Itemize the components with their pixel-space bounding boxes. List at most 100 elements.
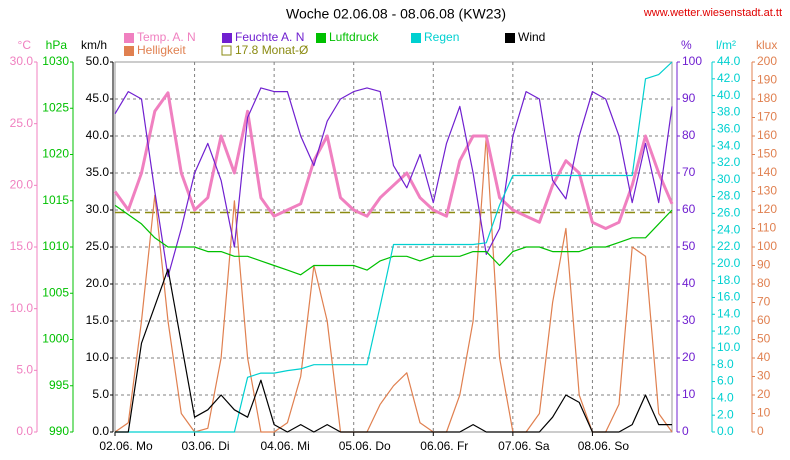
x-tick-label: 08.06. So (578, 439, 630, 453)
y-tick-label: 40.0 (717, 88, 741, 102)
axis-unit: l/m² (716, 38, 736, 52)
y-tick-label: 40 (682, 276, 696, 290)
y-tick-label: 140 (757, 165, 777, 179)
y-tick-label: 120 (757, 202, 777, 216)
legend-label: 17.8 Monat-Ø (235, 43, 308, 57)
y-tick-label: 16.0 (717, 290, 741, 304)
axis-unit: km/h (81, 38, 107, 52)
x-tick-label: 02.06. Mo (99, 439, 153, 453)
x-tick-label: 05.06. Do (339, 439, 391, 453)
y-tick-label: 1025 (42, 100, 69, 114)
y-tick-label: 45.0 (86, 91, 110, 105)
y-tick-label: 1005 (42, 285, 69, 299)
y-tick-label: 0.0 (16, 424, 33, 438)
y-tick-label: 28.0 (717, 189, 741, 203)
y-tick-label: 995 (49, 378, 69, 392)
y-tick-label: 5.0 (92, 387, 109, 401)
y-tick-label: 32.0 (717, 155, 741, 169)
y-tick-label: 14.0 (717, 306, 741, 320)
y-tick-label: 1010 (42, 239, 69, 253)
y-tick-label: 10 (757, 406, 771, 420)
legend-label: Helligkeit (137, 43, 186, 57)
y-tick-label: 30.0 (86, 202, 110, 216)
series-line (114, 87, 673, 278)
y-tick-label: 40.0 (86, 128, 110, 142)
y-tick-label: 5.0 (16, 363, 33, 377)
y-tick-label: 10.0 (86, 350, 110, 364)
y-tick-label: 90 (757, 258, 771, 272)
legend-swatch (411, 33, 421, 43)
y-tick-label: 200 (757, 54, 777, 68)
y-tick-label: 100 (757, 239, 777, 253)
chart-title: Woche 02.06.08 - 08.06.08 (KW23) (286, 6, 506, 22)
y-tick-label: 100 (682, 54, 702, 68)
y-tick-label: 60 (682, 202, 696, 216)
y-tick-label: 90 (682, 91, 696, 105)
y-tick-label: 0 (682, 424, 689, 438)
y-tick-label: 1020 (42, 147, 69, 161)
y-tick-label: 18.0 (717, 273, 741, 287)
series-line (113, 91, 674, 230)
axis-unit: hPa (46, 38, 68, 52)
y-tick-label: 25.0 (86, 239, 110, 253)
y-tick-label: 70 (682, 165, 696, 179)
y-tick-label: 990 (49, 424, 69, 438)
y-tick-label: 0.0 (92, 424, 109, 438)
y-tick-label: 50 (757, 332, 771, 346)
y-tick-label: 20.0 (717, 256, 741, 270)
y-tick-label: 8.0 (717, 357, 734, 371)
y-tick-label: 180 (757, 91, 777, 105)
series-line (114, 135, 673, 433)
y-tick-label: 30.0 (10, 54, 34, 68)
y-tick-label: 20 (682, 350, 696, 364)
y-tick-label: 34.0 (717, 138, 741, 152)
x-tick-label: 06.06. Fr (420, 439, 468, 453)
axis-unit: klux (756, 38, 777, 52)
y-tick-label: 35.0 (86, 165, 110, 179)
y-tick-label: 44.0 (717, 54, 741, 68)
axis-unit: °C (18, 38, 32, 52)
y-tick-label: 110 (757, 221, 776, 235)
y-tick-label: 150 (757, 147, 777, 161)
y-tick-label: 20 (757, 387, 771, 401)
y-tick-label: 10 (682, 387, 696, 401)
y-tick-label: 10.0 (717, 340, 741, 354)
y-tick-label: 25.0 (10, 116, 34, 130)
y-tick-label: 50 (682, 239, 696, 253)
y-tick-label: 70 (757, 295, 771, 309)
y-tick-label: 160 (757, 128, 777, 142)
y-tick-label: 38.0 (717, 105, 741, 119)
legend-label: Feuchte A. N (235, 30, 304, 44)
y-tick-label: 30 (757, 369, 771, 383)
y-tick-label: 170 (757, 110, 777, 124)
x-tick-label: 03.06. Di (182, 439, 230, 453)
legend-swatch (124, 46, 134, 56)
y-tick-label: 0 (757, 424, 764, 438)
legend-swatch (505, 33, 515, 43)
y-tick-label: 0.0 (717, 424, 734, 438)
x-tick-label: 07.06. Sa (498, 439, 550, 453)
y-tick-label: 15.0 (86, 313, 110, 327)
legend-label: Luftdruck (329, 30, 379, 44)
y-tick-label: 1000 (42, 332, 69, 346)
y-tick-label: 1030 (42, 54, 69, 68)
y-tick-label: 30.0 (717, 172, 741, 186)
y-tick-label: 50.0 (86, 54, 110, 68)
y-tick-label: 20.0 (86, 276, 110, 290)
legend-swatch (124, 33, 134, 43)
y-tick-label: 80 (757, 276, 771, 290)
y-tick-label: 36.0 (717, 121, 741, 135)
y-tick-label: 26.0 (717, 206, 741, 220)
legend-label: Regen (424, 30, 459, 44)
y-tick-label: 190 (757, 73, 777, 87)
x-tick-label: 04.06. Mi (260, 439, 309, 453)
series-line (115, 61, 673, 433)
y-tick-label: 42.0 (717, 71, 741, 85)
y-tick-label: 10.0 (10, 301, 34, 315)
y-tick-label: 40 (757, 350, 771, 364)
y-tick-label: 4.0 (717, 391, 734, 405)
legend-swatch (316, 33, 326, 43)
y-tick-label: 80 (682, 128, 696, 142)
